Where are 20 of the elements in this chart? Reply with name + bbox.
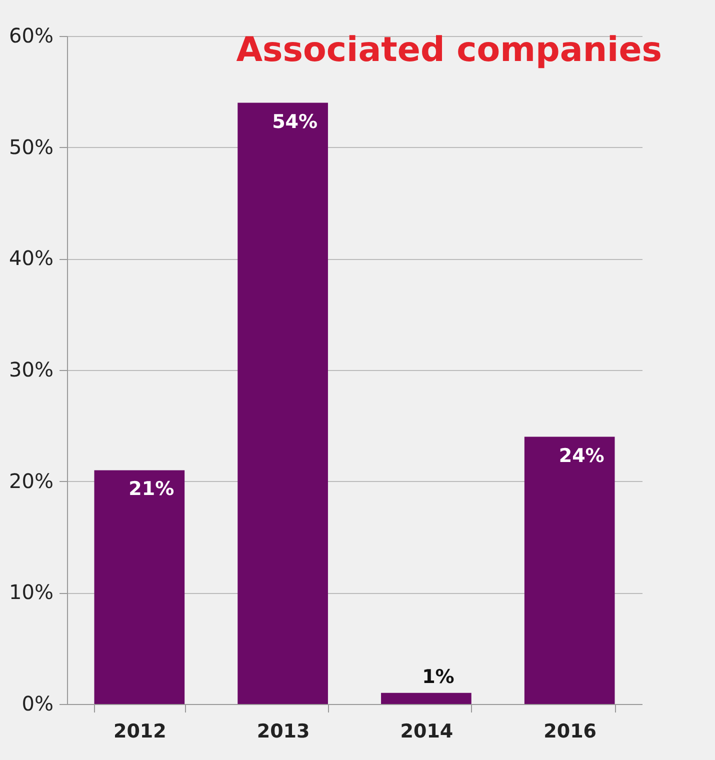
- data-label: 24%: [558, 444, 604, 467]
- data-label: 1%: [422, 666, 454, 688]
- chart-title: Associated companies: [236, 30, 662, 70]
- x-tick-label: 2012: [113, 720, 166, 742]
- y-tick-label: 10%: [9, 580, 54, 604]
- y-tick-label: 20%: [9, 468, 54, 493]
- bar: [238, 102, 328, 704]
- y-tick-label: 30%: [9, 358, 54, 382]
- bar: [94, 470, 185, 704]
- y-tick-label: 50%: [9, 134, 54, 159]
- data-label: 21%: [128, 478, 174, 500]
- bar: [381, 692, 472, 704]
- y-tick-label: 0%: [22, 692, 54, 716]
- x-tick-label: 2013: [256, 720, 310, 742]
- x-tick-label: 2014: [400, 720, 454, 742]
- y-tick-label: 40%: [9, 246, 54, 270]
- y-tick-label: 60%: [9, 24, 54, 48]
- data-label: 54%: [272, 110, 318, 133]
- bar: [524, 436, 615, 704]
- x-tick-label: 2016: [544, 720, 597, 742]
